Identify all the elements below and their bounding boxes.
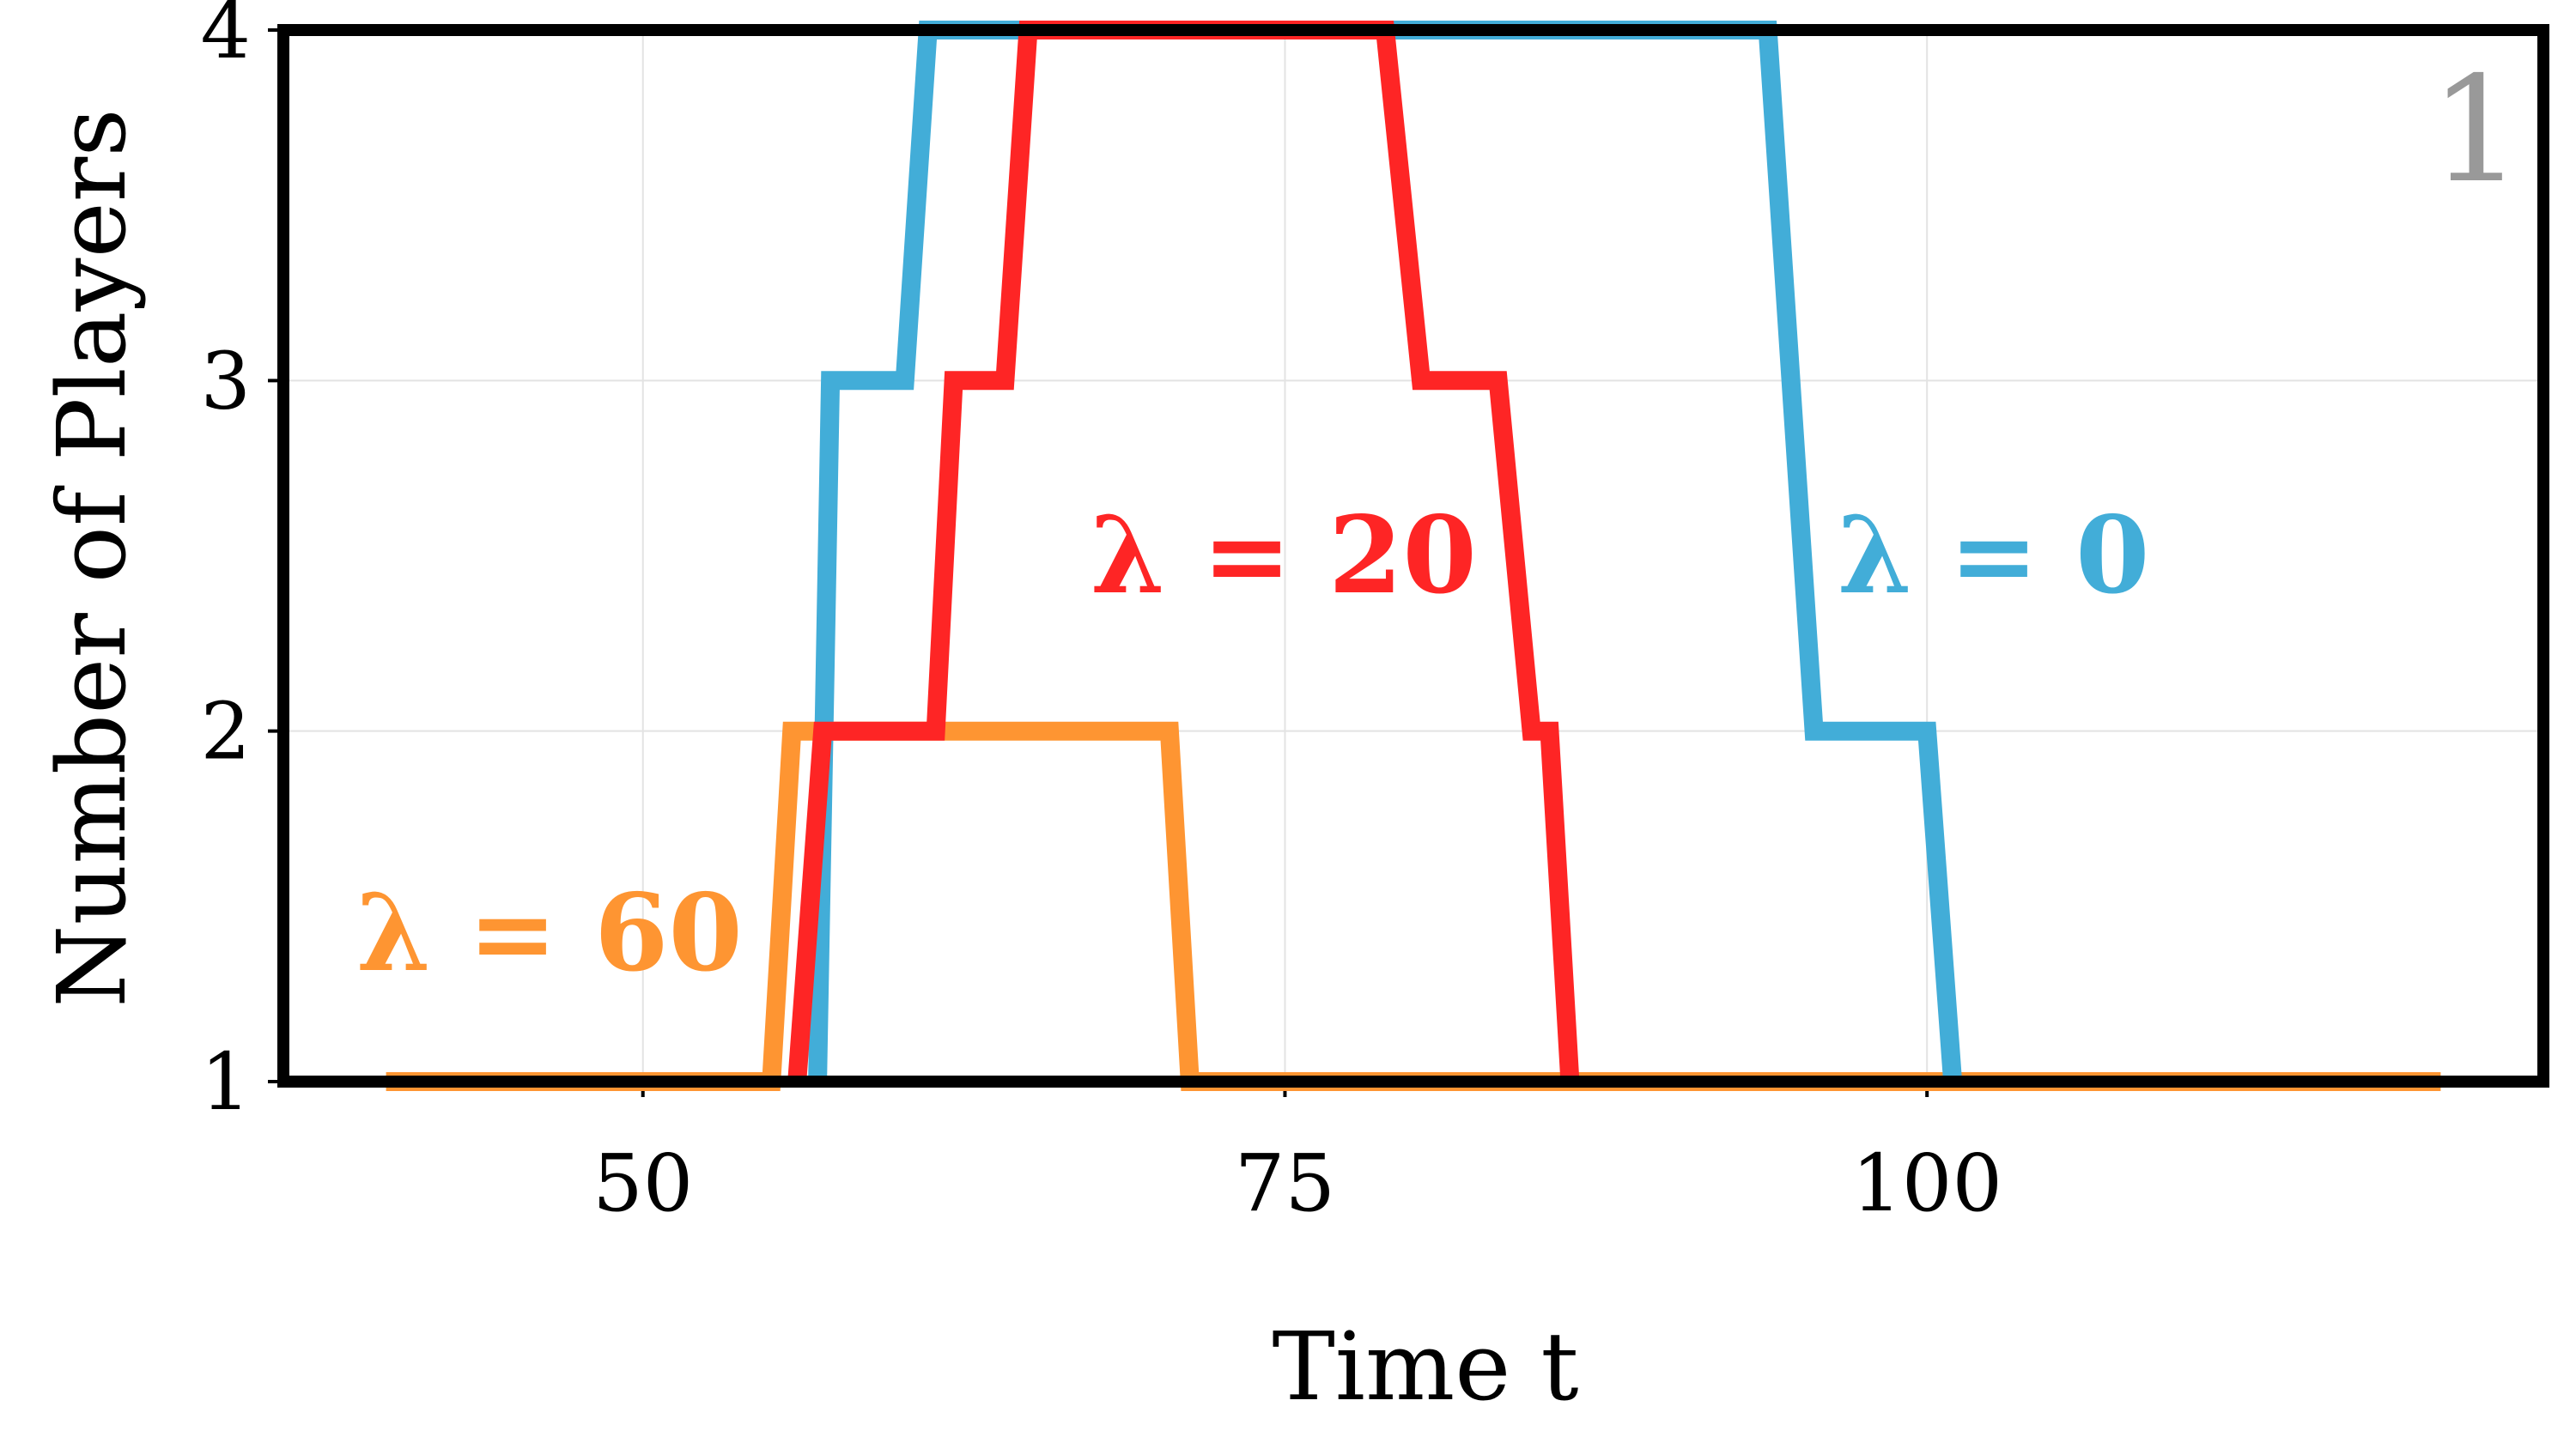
y-tick-label: 4 xyxy=(200,0,251,76)
y-tick-label: 3 xyxy=(200,335,251,427)
y-tick-label: 2 xyxy=(200,686,251,778)
y-axis-label: Number of Players xyxy=(37,108,147,1007)
x-tick-label: 75 xyxy=(1235,1137,1335,1229)
x-tick-label: 100 xyxy=(1851,1137,2002,1229)
series-labels: λ = 0 λ = 20 λ = 60 xyxy=(356,494,2149,996)
series-label-0: λ = 0 xyxy=(1838,494,2149,618)
x-tick-label: 50 xyxy=(592,1137,693,1229)
series-label-1: λ = 20 xyxy=(1091,494,1477,618)
x-axis-label: Time t xyxy=(1272,1312,1578,1422)
y-tick-label: 1 xyxy=(200,1036,251,1128)
axis-ticks: 50 75 100 1 2 3 4 xyxy=(200,0,2002,1229)
plot-frame xyxy=(277,24,2549,1088)
series-label-2: λ = 60 xyxy=(356,871,743,996)
panel-label: 1 xyxy=(2430,45,2523,215)
